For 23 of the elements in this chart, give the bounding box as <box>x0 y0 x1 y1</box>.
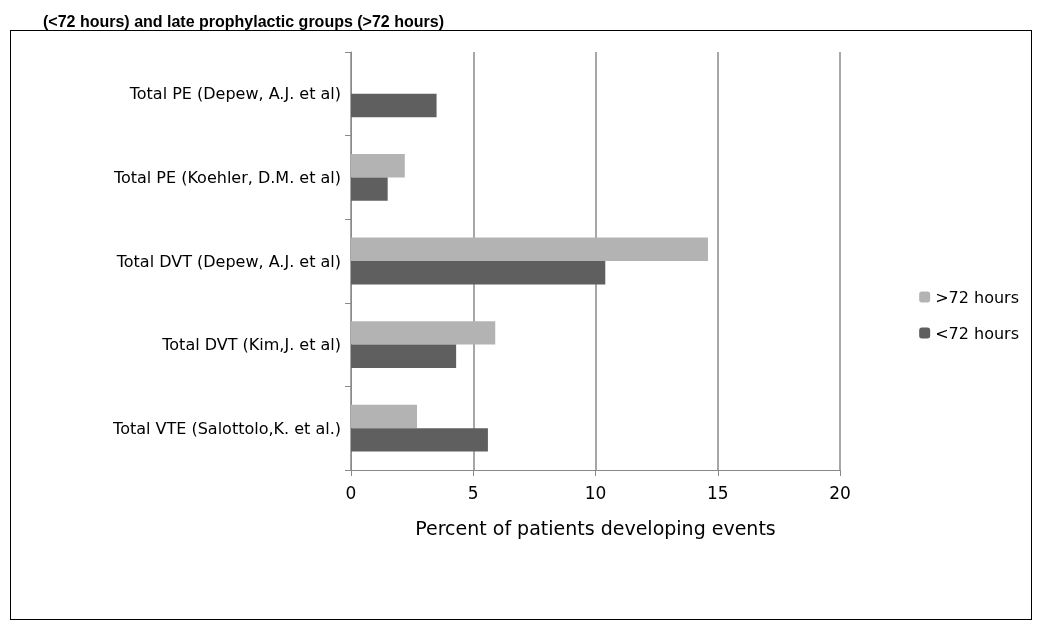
bar <box>351 153 405 178</box>
bar <box>351 428 488 452</box>
bar <box>351 321 496 345</box>
x-tick-label: 0 <box>345 482 357 503</box>
x-tick-label: 5 <box>467 482 479 503</box>
chart-title: (<72 hours) and late prophylactic groups (>72 hours) <box>43 12 444 30</box>
x-axis-title: Percent of patients developing events <box>415 516 776 539</box>
bar <box>351 344 457 369</box>
y-tick-label: Total PE (Depew, A.J. et al) <box>128 84 341 104</box>
bar <box>351 237 708 261</box>
bar <box>351 177 388 201</box>
y-tick-label: Total DVT (Depew, A.J. et al) <box>115 251 341 271</box>
y-tick-label: Total VTE (Salottolo,K. et al.) <box>112 418 341 438</box>
x-tick-label: 15 <box>706 482 729 503</box>
x-tick-label: 20 <box>829 482 851 503</box>
x-tick-label: 10 <box>584 482 607 503</box>
legend-label: >72 hours <box>935 287 1020 307</box>
y-tick-label: Total PE (Koehler, D.M. et al) <box>112 167 341 187</box>
bar <box>351 93 437 118</box>
bar <box>351 261 606 285</box>
bar <box>351 404 418 429</box>
legend-label: <72 hours <box>935 323 1020 343</box>
y-tick-label: Total DVT (Kim,J. et al) <box>161 335 341 355</box>
